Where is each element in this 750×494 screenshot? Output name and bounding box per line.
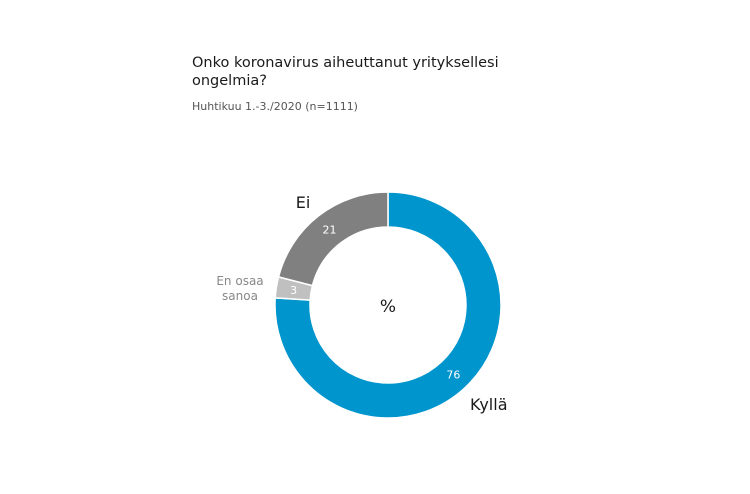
value-label-kylla: 76 [446, 369, 460, 382]
donut-labels: 76 Kyllä 3 En osaa sanoa 21 Ei [216, 193, 507, 414]
donut-slices [274, 191, 502, 419]
chart-title: Onko koronavirus aiheuttanut yritykselle… [192, 55, 499, 89]
center-label: % [380, 297, 396, 317]
value-label-ei: 21 [322, 224, 336, 237]
slice-kylla [274, 191, 502, 419]
slice-ei [277, 191, 389, 287]
category-label-kylla: Kyllä [470, 395, 508, 414]
category-label-en-osaa-sanoa: En osaa sanoa [216, 274, 263, 303]
category-label-ei: Ei [296, 193, 311, 212]
chart-subtitle: Huhtikuu 1.-3./2020 (n=1111) [192, 100, 358, 113]
value-label-en-osaa-sanoa: 3 [290, 284, 297, 297]
